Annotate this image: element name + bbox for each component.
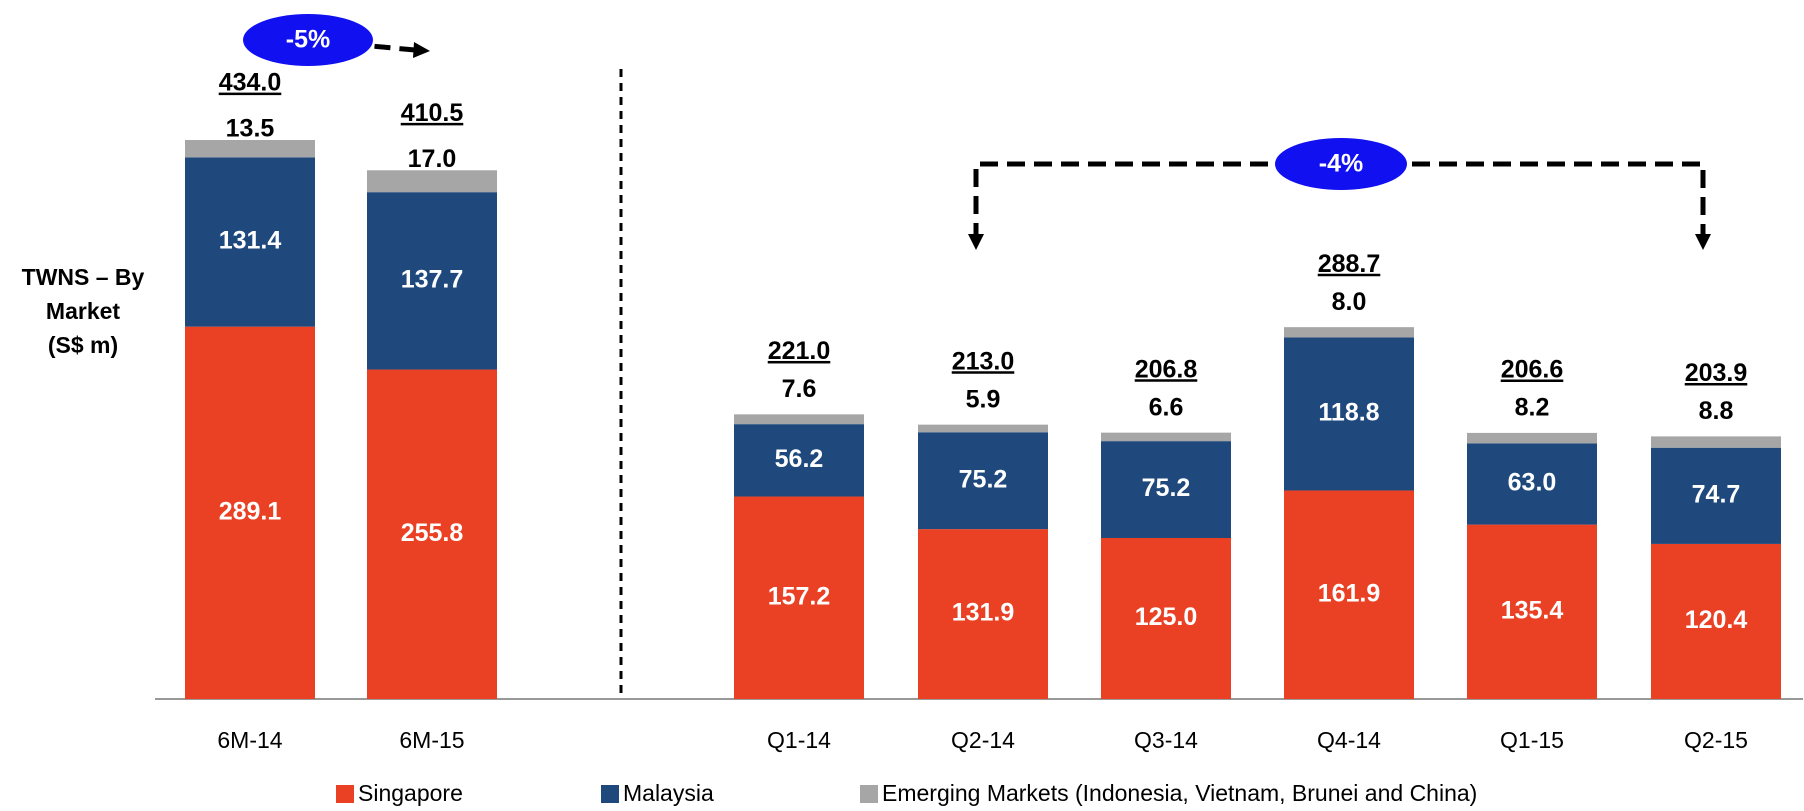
bar-segment — [1467, 524, 1597, 699]
value-label: 157.2 — [768, 582, 831, 610]
legend-label: Malaysia — [623, 780, 714, 806]
total-label: 203.9 — [1685, 359, 1748, 387]
value-label: 5.9 — [966, 385, 1001, 413]
x-tick-label: Q2-15 — [1684, 727, 1748, 753]
value-label: 118.8 — [1318, 399, 1379, 427]
x-tick-label: Q1-14 — [767, 727, 831, 753]
bar-segment — [1467, 432, 1597, 444]
bar-segment — [1651, 543, 1781, 699]
y-label: TWNS – By Market (S$ m) — [22, 264, 145, 358]
total-label: 410.5 — [401, 99, 464, 127]
value-label: 125.0 — [1135, 603, 1198, 631]
value-label: 137.7 — [401, 265, 464, 293]
value-label: 131.9 — [952, 599, 1015, 627]
total-label: 213.0 — [952, 347, 1015, 375]
bar-segment — [1284, 327, 1414, 338]
bar-segment — [1284, 490, 1414, 699]
bar-segment — [734, 496, 864, 699]
total-label: 434.0 — [219, 69, 282, 97]
value-label: 13.5 — [226, 115, 275, 143]
value-label: 75.2 — [1142, 474, 1191, 502]
y-label-line: (S$ m) — [48, 332, 118, 358]
total-label: 221.0 — [768, 337, 831, 365]
bar-segment — [185, 157, 315, 327]
value-label: 7.6 — [782, 375, 817, 403]
legend-label: Emerging Markets (Indonesia, Vietnam, Br… — [882, 780, 1477, 806]
x-tick-label: Q4-14 — [1317, 727, 1381, 753]
bar-segment — [918, 529, 1048, 699]
value-label: 6.6 — [1149, 393, 1184, 421]
x-tick-label: 6M-14 — [217, 727, 282, 753]
x-tick-label: Q3-14 — [1134, 727, 1198, 753]
legend-label: Singapore — [358, 780, 463, 806]
bar-segment — [1284, 337, 1414, 491]
bar-segment — [185, 140, 315, 158]
value-label: 289.1 — [219, 497, 282, 525]
y-label-line: TWNS – By — [22, 264, 145, 290]
arrowhead — [1695, 234, 1711, 250]
total-label: 206.8 — [1135, 355, 1198, 383]
legend-swatch — [336, 785, 354, 803]
annotation: -5% — [286, 26, 330, 54]
value-label: 56.2 — [775, 445, 824, 473]
arrowhead — [413, 42, 430, 58]
bar-segment — [918, 432, 1048, 530]
value-label: 255.8 — [401, 519, 464, 547]
bar-segment — [367, 170, 497, 193]
value-label: 74.7 — [1692, 480, 1741, 508]
badge — [1275, 138, 1407, 190]
value-label: 120.4 — [1685, 606, 1748, 634]
value-label: 8.2 — [1515, 394, 1550, 422]
bar-segment — [1467, 443, 1597, 525]
badge — [243, 14, 373, 66]
value-label: 8.0 — [1332, 288, 1367, 316]
bar-segment — [734, 424, 864, 497]
value-label: 131.4 — [219, 227, 282, 255]
value-label: 161.9 — [1318, 579, 1381, 607]
bar-segment — [367, 369, 497, 699]
x-tick-label: Q1-15 — [1500, 727, 1564, 753]
bar-segment — [185, 326, 315, 699]
total-label: 288.7 — [1318, 250, 1381, 278]
value-label: 8.8 — [1699, 397, 1734, 425]
annotation: -4% — [1319, 150, 1363, 178]
x-tick-label: 6M-15 — [399, 727, 464, 753]
value-label: 75.2 — [959, 465, 1008, 493]
total-label: 206.6 — [1501, 356, 1564, 384]
bar-segment — [1101, 538, 1231, 699]
value-label: 17.0 — [408, 145, 457, 173]
bar-segment — [734, 414, 864, 425]
arrowhead — [968, 234, 984, 250]
value-label: 63.0 — [1508, 469, 1557, 497]
bar-segment — [367, 192, 497, 370]
legend-swatch — [601, 785, 619, 803]
bar-segment — [1651, 436, 1781, 448]
bar-segment — [1101, 432, 1231, 442]
bar-segment — [918, 424, 1048, 433]
bar-segment — [1101, 441, 1231, 538]
x-tick-label: Q2-14 — [951, 727, 1015, 753]
legend-swatch — [860, 785, 878, 803]
y-label-line: Market — [46, 298, 120, 324]
bar-segment — [1651, 447, 1781, 544]
value-label: 135.4 — [1501, 596, 1564, 624]
